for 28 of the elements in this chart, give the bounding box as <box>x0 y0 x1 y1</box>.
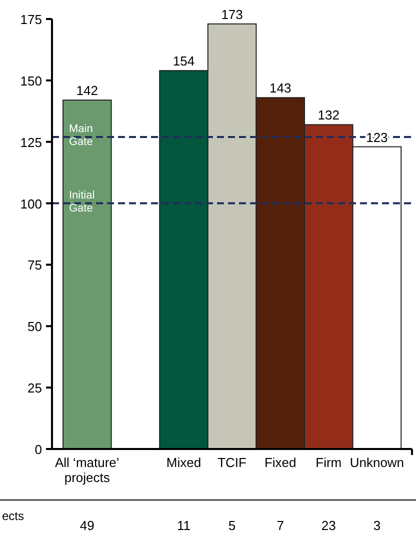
y-tick-label: 25 <box>28 380 42 396</box>
y-tick-label: 0 <box>34 442 42 457</box>
data-label: 132 <box>318 108 340 123</box>
y-tick-label: 50 <box>28 319 42 334</box>
x-tick-label: Firm <box>316 455 342 470</box>
x-tick-label: All ‘mature’ projects <box>55 455 120 485</box>
x-tick-label: TCIF <box>218 455 247 470</box>
y-tick-label: 75 <box>28 258 42 273</box>
text: 49 <box>80 518 94 533</box>
y-tick-label: 100 <box>20 196 42 212</box>
x-tick-label: Fixed <box>264 455 296 470</box>
text: 5 <box>228 518 236 533</box>
ref-line-label: Initial Gate <box>69 189 95 214</box>
x-tick-label: Unknown <box>350 455 404 470</box>
ref-line-label: Main Gate <box>69 122 93 148</box>
data-label: 173 <box>221 6 243 22</box>
text: 11 <box>177 518 190 533</box>
text: 7 <box>276 518 284 533</box>
text: ects <box>2 509 24 523</box>
text: 23 <box>321 518 336 533</box>
text: 3 <box>373 518 381 533</box>
data-label: 154 <box>172 54 195 69</box>
data-label: 142 <box>76 83 98 98</box>
y-tick-label: 125 <box>20 134 42 150</box>
data-label: 143 <box>270 80 292 96</box>
y-tick-label: 150 <box>20 73 42 88</box>
y-tick-label: 175 <box>20 12 42 27</box>
x-tick-label: Mixed <box>166 455 202 470</box>
